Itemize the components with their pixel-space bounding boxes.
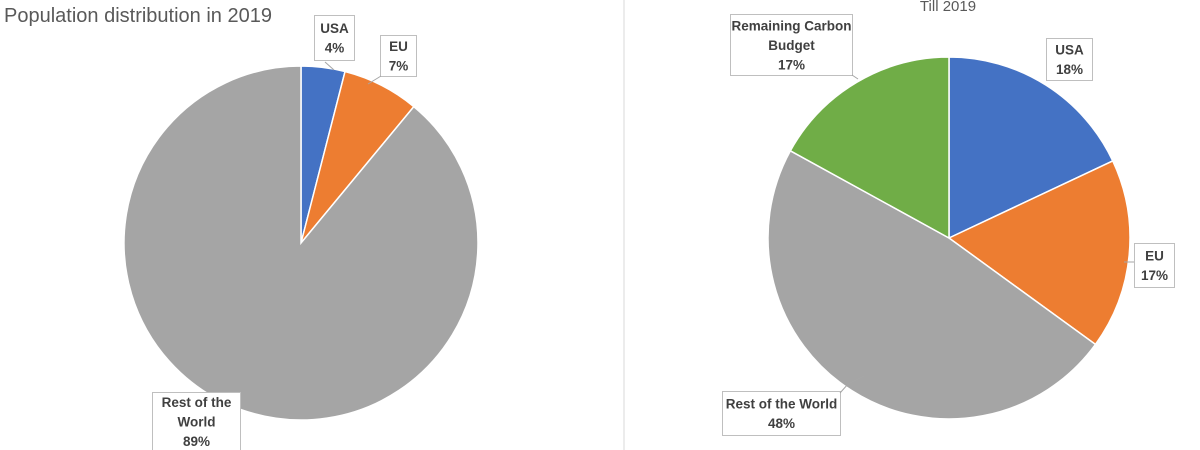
pie-slice-eu — [947, 159, 1131, 346]
data-label-usa: USA 18% — [1046, 38, 1093, 81]
data-label-box — [1134, 243, 1175, 288]
data-label-eu: EU 7% — [367, 35, 417, 85]
data-label-box — [722, 391, 841, 436]
data-label-rest-of-the-world: Rest of the World 48% — [722, 375, 865, 436]
leader-line — [324, 61, 335, 71]
leader-line — [851, 74, 859, 80]
data-label-text: Rest of the World 89% — [162, 395, 232, 449]
pie-slice-rest-of-the-world — [123, 65, 479, 421]
data-label-box — [380, 35, 417, 77]
pie-chart-1: Population distribution in 2019 USA 4% EU 7%… — [4, 5, 479, 450]
data-label-eu: EU 17% — [1124, 243, 1175, 288]
chart-title: Till 2019 — [920, 0, 976, 15]
leader-line — [367, 75, 382, 85]
data-label-text: USA 4% — [320, 21, 349, 56]
data-label-box — [314, 15, 355, 61]
pie-slice-remaining-carbon-budget — [789, 56, 950, 240]
pie-chart-2: Till 2019 USA 18% EU 17% Rest of the World 48%… — [722, 0, 1175, 436]
leader-line — [839, 375, 865, 394]
data-label-remaining-carbon-budget: Remaining Carbon Budget 17% — [730, 14, 859, 80]
data-label-box — [730, 14, 853, 76]
chart-title: Population distribution in 2019 — [4, 5, 272, 27]
data-label-box — [1046, 38, 1093, 81]
pie-slice-usa — [948, 56, 1114, 240]
pie-slice-rest-of-the-world — [767, 149, 1097, 420]
data-label-rest-of-the-world: Rest of the World 89% — [152, 392, 241, 450]
data-label-text: Remaining Carbon Budget 17% — [731, 18, 851, 72]
data-label-text: EU 7% — [389, 39, 409, 74]
data-label-text: EU 17% — [1141, 249, 1168, 284]
data-label-usa: USA 4% — [314, 15, 355, 71]
data-label-text: USA 18% — [1055, 43, 1084, 78]
data-label-text: Rest of the World 48% — [726, 397, 838, 432]
data-label-box — [152, 392, 241, 450]
